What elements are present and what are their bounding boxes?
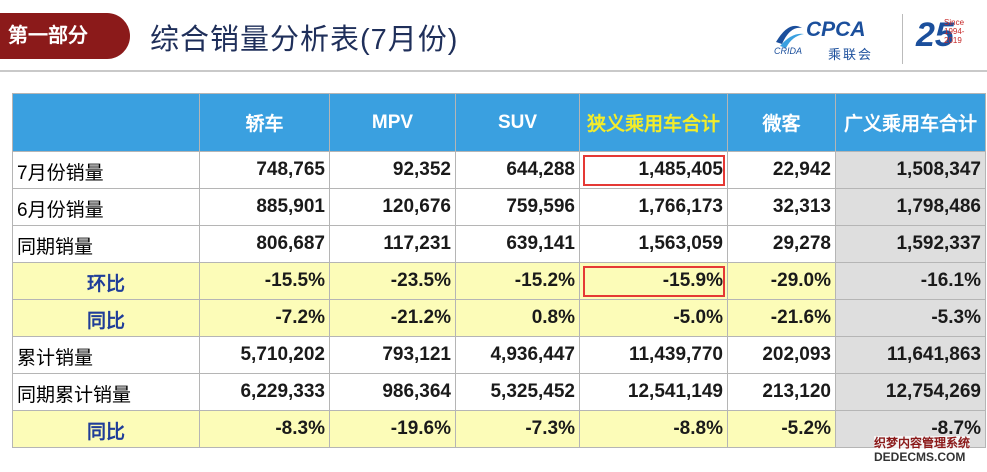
table-row: 6月份销量 885,901 120,676 759,596 1,766,173 … <box>12 188 986 226</box>
table-cell: -15.5% <box>199 262 330 300</box>
header-cell-suv: SUV <box>455 93 580 152</box>
table-cell: 120,676 <box>329 188 456 226</box>
cpca-text: CPCA <box>806 18 866 41</box>
header-cell-sedan: 轿车 <box>199 93 330 152</box>
table-row: 同期销量 806,687 117,231 639,141 1,563,059 2… <box>12 225 986 263</box>
table-cell: -5.2% <box>727 410 836 448</box>
table-cell: 11,439,770 <box>579 336 728 374</box>
table-cell: -5.0% <box>579 299 728 337</box>
logo-divider <box>902 14 903 64</box>
table-cell: 885,901 <box>199 188 330 226</box>
header-divider <box>0 70 987 72</box>
table-cell: -8.3% <box>199 410 330 448</box>
table-cell: -15.2% <box>455 262 580 300</box>
row-label: 同期累计销量 <box>12 373 200 411</box>
table-cell: -19.6% <box>329 410 456 448</box>
table-cell: -23.5% <box>329 262 456 300</box>
page-title: 综合销量分析表(7月份) <box>150 24 459 56</box>
table-cell: 1,563,059 <box>579 225 728 263</box>
table-cell: 748,765 <box>199 151 330 189</box>
header-cell-narrow-total: 狭义乘用车合计 <box>579 93 728 152</box>
table-cell-highlighted: -15.9% <box>579 262 728 300</box>
table-cell: 759,596 <box>455 188 580 226</box>
table-cell: 11,641,863 <box>835 336 986 374</box>
table-cell-highlighted: 1,485,405 <box>579 151 728 189</box>
table-row-ratio: 同比 -8.3% -19.6% -7.3% -8.8% -5.2% -8.7% <box>12 410 986 448</box>
row-label: 同比 <box>12 410 200 448</box>
cpca-small-text: CRIDA <box>774 46 803 56</box>
logo-area: CPCA 乘联会 CRIDA 25 Since 1994-2019 <box>772 12 982 68</box>
table-cell: 22,942 <box>727 151 836 189</box>
table-row: 同期累计销量 6,229,333 986,364 5,325,452 12,54… <box>12 373 986 411</box>
table-row-ratio: 环比 -15.5% -23.5% -15.2% -15.9% -29.0% -1… <box>12 262 986 300</box>
table-cell: 1,766,173 <box>579 188 728 226</box>
table-cell: 0.8% <box>455 299 580 337</box>
table-cell: 12,541,149 <box>579 373 728 411</box>
table-cell: 32,313 <box>727 188 836 226</box>
header-cell-mpv: MPV <box>329 93 456 152</box>
table-row: 7月份销量 748,765 92,352 644,288 1,485,405 2… <box>12 151 986 189</box>
table-cell: 639,141 <box>455 225 580 263</box>
watermark-line1: 织梦内容管理系统 <box>874 436 971 450</box>
table-cell: 1,508,347 <box>835 151 986 189</box>
watermark-line2: DEDECMS.COM <box>874 450 966 464</box>
anniversary-number: 25 <box>916 16 954 54</box>
cpca-emblem-icon <box>776 25 804 48</box>
table-cell: -7.3% <box>455 410 580 448</box>
table-cell: -7.2% <box>199 299 330 337</box>
table-cell: -29.0% <box>727 262 836 300</box>
table-cell: 202,093 <box>727 336 836 374</box>
sales-table: 轿车 MPV SUV 狭义乘用车合计 微客 广义乘用车合计 7月份销量 748,… <box>12 93 986 448</box>
table-cell: 1,592,337 <box>835 225 986 263</box>
table-cell: 986,364 <box>329 373 456 411</box>
cpca-cn-text: 乘联会 <box>828 47 874 62</box>
row-label: 累计销量 <box>12 336 200 374</box>
table-cell: 806,687 <box>199 225 330 263</box>
row-label: 7月份销量 <box>12 151 200 189</box>
table-cell: 793,121 <box>329 336 456 374</box>
header-cell-broad-total: 广义乘用车合计 <box>835 93 986 152</box>
row-label: 同期销量 <box>12 225 200 263</box>
table-cell: 5,710,202 <box>199 336 330 374</box>
table-cell: 213,120 <box>727 373 836 411</box>
table-row-ratio: 同比 -7.2% -21.2% 0.8% -5.0% -21.6% -5.3% <box>12 299 986 337</box>
table-cell: -16.1% <box>835 262 986 300</box>
header-cell-blank <box>12 93 200 152</box>
anniversary-caption: Since 1994-2019 <box>944 18 965 45</box>
table-cell: -8.8% <box>579 410 728 448</box>
row-label: 环比 <box>12 262 200 300</box>
table-header-row: 轿车 MPV SUV 狭义乘用车合计 微客 广义乘用车合计 <box>12 93 986 152</box>
table-cell: 29,278 <box>727 225 836 263</box>
section-tab: 第一部分 <box>0 13 130 59</box>
table-cell: 5,325,452 <box>455 373 580 411</box>
header-cell-minivan: 微客 <box>727 93 836 152</box>
table-cell: 117,231 <box>329 225 456 263</box>
table-cell: 4,936,447 <box>455 336 580 374</box>
cpca-logo: CPCA 乘联会 CRIDA <box>772 18 892 64</box>
table-cell: -21.2% <box>329 299 456 337</box>
table-cell: -21.6% <box>727 299 836 337</box>
table-row: 累计销量 5,710,202 793,121 4,936,447 11,439,… <box>12 336 986 374</box>
table-cell: 12,754,269 <box>835 373 986 411</box>
row-label: 同比 <box>12 299 200 337</box>
table-cell: 1,798,486 <box>835 188 986 226</box>
table-cell: 6,229,333 <box>199 373 330 411</box>
table-cell: -5.3% <box>835 299 986 337</box>
table-cell: 644,288 <box>455 151 580 189</box>
watermark: 织梦内容管理系统 DEDECMS.COM <box>874 436 971 464</box>
table-cell: 92,352 <box>329 151 456 189</box>
row-label: 6月份销量 <box>12 188 200 226</box>
